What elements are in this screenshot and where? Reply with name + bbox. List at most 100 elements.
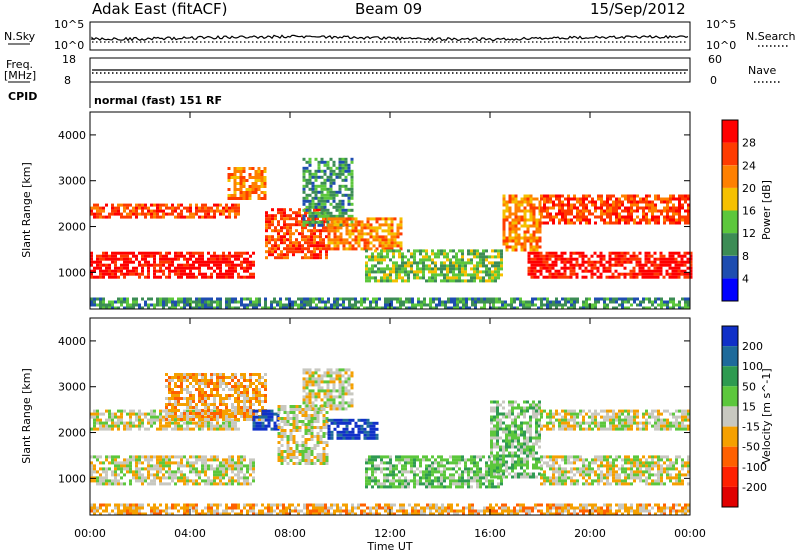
heatmap-cell (532, 245, 536, 249)
heatmap-cell (213, 254, 216, 258)
heatmap-cell (641, 269, 645, 273)
heatmap-cell (307, 235, 310, 239)
heatmap-cell (280, 214, 283, 218)
heatmap-cell (117, 455, 120, 459)
heatmap-cell (258, 376, 261, 379)
heatmap-cell (174, 266, 177, 270)
heatmap-cell (533, 257, 537, 261)
heatmap-cell (277, 441, 281, 444)
heatmap-cell (372, 421, 376, 425)
heatmap-cell (494, 267, 497, 271)
heatmap-cell (177, 424, 180, 428)
heatmap-cell (462, 297, 465, 301)
heatmap-cell (237, 391, 240, 394)
heatmap-cell (283, 247, 286, 251)
heatmap-cell (304, 235, 307, 239)
heatmap-cell (320, 223, 324, 227)
heatmap-cell (135, 300, 138, 304)
heatmap-cell (138, 303, 141, 307)
heatmap-cell (117, 479, 120, 483)
heatmap-cell (339, 220, 343, 224)
heatmap-cell (132, 206, 135, 210)
heatmap-cell (336, 436, 340, 440)
heatmap-cell (192, 215, 195, 219)
heatmap-cell (180, 461, 183, 465)
heatmap-cell (105, 306, 108, 310)
heatmap-cell (322, 420, 326, 423)
heatmap-cell (365, 264, 368, 268)
heatmap-cell (384, 244, 388, 248)
heatmap-cell (228, 418, 231, 421)
heatmap-cell (474, 306, 477, 310)
heatmap-cell (678, 209, 681, 213)
heatmap-cell (627, 212, 630, 216)
heatmap-cell (120, 476, 123, 480)
heatmap-cell (233, 167, 237, 170)
heatmap-cell (159, 458, 162, 462)
heatmap-cell (120, 297, 123, 301)
heatmap-cell (396, 226, 400, 230)
heatmap-cell (171, 455, 174, 459)
heatmap-cell (620, 263, 624, 267)
heatmap-cell (395, 473, 398, 477)
heatmap-cell (446, 273, 449, 277)
heatmap-cell (111, 427, 114, 431)
heatmap-cell (228, 257, 231, 261)
heatmap-cell (283, 235, 286, 239)
heatmap-cell (369, 229, 373, 233)
heatmap-cell (539, 266, 543, 270)
heatmap-cell (159, 206, 162, 210)
heatmap-cell (174, 400, 177, 403)
heatmap-cell (392, 470, 395, 474)
heatmap-cell (311, 214, 315, 218)
heatmap-cell (123, 297, 126, 301)
heatmap-cell (317, 169, 321, 173)
heatmap-cell (581, 257, 585, 261)
heatmap-cell (305, 371, 309, 375)
heatmap-cell (198, 409, 201, 412)
heatmap-cell (393, 217, 397, 221)
heatmap-cell (452, 264, 455, 268)
heatmap-cell (249, 272, 252, 276)
heatmap-cell (305, 184, 309, 188)
heatmap-cell (222, 257, 225, 261)
heatmap-cell (620, 260, 624, 264)
heatmap-cell (292, 232, 295, 236)
heatmap-cell (165, 409, 168, 412)
heatmap-cell (329, 169, 333, 173)
heatmap-cell (357, 424, 361, 428)
heatmap-cell (304, 441, 308, 444)
heatmap-cell (449, 279, 452, 283)
heatmap-cell (240, 394, 243, 397)
heatmap-cell (93, 418, 96, 422)
heatmap-cell (135, 473, 138, 477)
heatmap-cell (336, 430, 340, 434)
heatmap-cell (177, 467, 180, 471)
heatmap-cell (129, 415, 132, 419)
heatmap-cell (159, 418, 162, 422)
heatmap-cell (301, 435, 305, 438)
heatmap-cell (201, 470, 204, 474)
heatmap-cell (156, 203, 159, 207)
heatmap-cell (132, 297, 135, 301)
heatmap-cell (186, 376, 189, 379)
heatmap-cell (254, 188, 258, 191)
heatmap-cell (494, 261, 497, 265)
heatmap-cell (325, 253, 328, 257)
heatmap-cell (579, 306, 582, 310)
heatmap-cell (411, 306, 414, 310)
heatmap-cell (508, 224, 512, 228)
heatmap-cell (447, 306, 450, 310)
heatmap-cell (464, 261, 467, 265)
heatmap-cell (338, 211, 342, 215)
heatmap-cell (336, 433, 340, 437)
heatmap-cell (245, 179, 249, 182)
heatmap-cell (192, 461, 195, 465)
heatmap-cell (557, 254, 561, 258)
heatmap-cell (389, 470, 392, 474)
heatmap-cell (228, 467, 231, 471)
heatmap-cell (350, 386, 354, 390)
heatmap-cell (195, 379, 198, 382)
heatmap-cell (398, 255, 401, 259)
heatmap-cell (316, 438, 320, 441)
